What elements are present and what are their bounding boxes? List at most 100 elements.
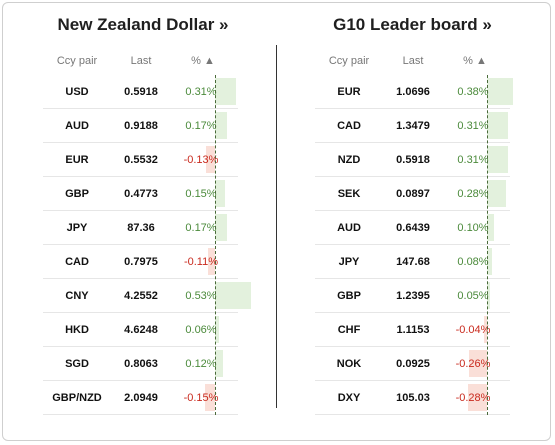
change-bar-negative <box>484 316 487 343</box>
percent-change-cell: -0.11% <box>183 256 219 268</box>
currency-pair-cell[interactable]: HKD <box>65 324 89 336</box>
table-row[interactable]: GBP 0.4773 0.15% <box>43 177 238 211</box>
table-row[interactable]: SEK 0.0897 0.28% <box>315 177 510 211</box>
last-price-cell: 1.2395 <box>396 290 430 302</box>
percent-change-cell: 0.38% <box>457 86 489 98</box>
change-bar-positive <box>487 214 494 241</box>
panel-divider <box>276 45 277 408</box>
percent-change-cell: -0.26% <box>455 358 491 370</box>
last-price-cell: 0.8063 <box>124 358 158 370</box>
column-header-last: Last <box>130 55 152 67</box>
table-row[interactable]: SGD 0.8063 0.12% <box>43 347 238 381</box>
currency-pair-cell[interactable]: GBP/NZD <box>52 392 102 404</box>
last-price-cell: 87.36 <box>127 222 155 234</box>
change-bar-positive <box>487 180 507 207</box>
table-row[interactable]: EUR 1.0696 0.38% <box>315 75 513 109</box>
table-row[interactable]: CAD 0.7975 -0.11% <box>43 245 238 279</box>
last-price-cell: 0.0925 <box>396 358 430 370</box>
change-bar-positive <box>487 112 509 139</box>
table-row[interactable]: AUD 0.9188 0.17% <box>43 109 238 143</box>
last-price-cell: 0.6439 <box>396 222 430 234</box>
currency-pair-cell[interactable]: NOK <box>336 358 362 370</box>
table-row[interactable]: JPY 147.68 0.08% <box>315 245 510 279</box>
table-row[interactable]: GBP/NZD 2.0949 -0.15% <box>43 381 238 415</box>
currency-pair-cell[interactable]: NZD <box>337 154 361 166</box>
g10-panel-title[interactable]: G10 Leader board » <box>333 15 492 34</box>
table-row[interactable]: CHF 1.1153 -0.04% <box>315 313 510 347</box>
percent-change-cell: 0.05% <box>457 290 489 302</box>
widget-card: New Zealand Dollar » Ccy pair Last % ▲ U… <box>2 2 551 441</box>
percent-change-cell: -0.13% <box>183 154 219 166</box>
change-bar-negative <box>206 146 215 173</box>
change-bar-positive <box>487 282 491 309</box>
change-bar-positive <box>215 78 237 105</box>
table-row[interactable]: USD 0.5918 0.31% <box>43 75 238 109</box>
column-header-last: Last <box>402 55 424 67</box>
currency-pair-cell[interactable]: AUD <box>65 120 89 132</box>
change-bar-positive <box>215 316 220 343</box>
zero-baseline <box>215 75 216 415</box>
last-price-cell: 0.4773 <box>124 188 158 200</box>
column-header-ccy-pair: Ccy pair <box>328 55 370 67</box>
last-price-cell: 0.9188 <box>124 120 158 132</box>
nzd-table-body: USD 0.5918 0.31% AUD 0.9188 0.17% EUR 0.5532 -0.… <box>43 75 252 415</box>
percent-change-cell: 0.17% <box>185 120 217 132</box>
table-row[interactable]: HKD 4.6248 0.06% <box>43 313 238 347</box>
change-bar-positive <box>215 112 227 139</box>
table-row[interactable]: GBP 1.2395 0.05% <box>315 279 510 313</box>
currency-pair-cell[interactable]: JPY <box>66 222 88 234</box>
last-price-cell: 1.0696 <box>396 86 430 98</box>
currency-pair-cell[interactable]: AUD <box>337 222 361 234</box>
nzd-panel-title[interactable]: New Zealand Dollar » <box>57 15 229 34</box>
table-row[interactable]: AUD 0.6439 0.10% <box>315 211 510 245</box>
currency-pair-cell[interactable]: CNY <box>65 290 89 302</box>
change-bar-positive <box>215 282 252 309</box>
column-header-percent-sort[interactable]: % ▲ <box>463 55 487 67</box>
last-price-cell: 0.0897 <box>396 188 430 200</box>
percent-change-cell: 0.12% <box>185 358 217 370</box>
change-bar-positive <box>487 248 493 275</box>
change-bar-negative <box>204 384 215 411</box>
column-header-percent-sort[interactable]: % ▲ <box>191 55 215 67</box>
g10-table-header: Ccy pair Last % ▲ <box>315 49 510 75</box>
percent-change-cell: -0.15% <box>183 392 219 404</box>
last-price-cell: 0.5918 <box>124 86 158 98</box>
currency-pair-cell[interactable]: GBP <box>337 290 361 302</box>
percent-change-cell: 0.08% <box>457 256 489 268</box>
last-price-cell: 4.6248 <box>124 324 158 336</box>
currency-pair-cell[interactable]: USD <box>65 86 89 98</box>
nzd-table-header: Ccy pair Last % ▲ <box>43 49 238 75</box>
currency-pair-cell[interactable]: CHF <box>337 324 361 336</box>
table-row[interactable]: CNY 4.2552 0.53% <box>43 279 252 313</box>
percent-change-cell: 0.31% <box>457 120 489 132</box>
table-row[interactable]: DXY 105.03 -0.28% <box>315 381 510 415</box>
currency-pair-cell[interactable]: SEK <box>337 188 361 200</box>
table-row[interactable]: JPY 87.36 0.17% <box>43 211 238 245</box>
currency-pair-cell[interactable]: EUR <box>65 154 89 166</box>
table-row[interactable]: NZD 0.5918 0.31% <box>315 143 510 177</box>
percent-change-cell: 0.31% <box>457 154 489 166</box>
percent-change-cell: 0.06% <box>185 324 217 336</box>
currency-pair-cell[interactable]: EUR <box>337 86 361 98</box>
change-bar-negative <box>467 384 487 411</box>
table-row[interactable]: EUR 0.5532 -0.13% <box>43 143 238 177</box>
percent-change-cell: 0.15% <box>185 188 217 200</box>
currency-pair-cell[interactable]: JPY <box>338 256 360 268</box>
currency-pair-cell[interactable]: SGD <box>65 358 89 370</box>
g10-panel: G10 Leader board » Ccy pair Last % ▲ EUR… <box>315 13 513 415</box>
currency-pair-cell[interactable]: CAD <box>65 256 89 268</box>
zero-baseline <box>487 75 488 415</box>
table-row[interactable]: NOK 0.0925 -0.26% <box>315 347 510 381</box>
last-price-cell: 105.03 <box>396 392 430 404</box>
currency-pair-cell[interactable]: CAD <box>337 120 361 132</box>
last-price-cell: 2.0949 <box>124 392 158 404</box>
currency-pair-cell[interactable]: DXY <box>337 392 361 404</box>
last-price-cell: 4.2552 <box>124 290 158 302</box>
currency-pair-cell[interactable]: GBP <box>65 188 89 200</box>
last-price-cell: 0.7975 <box>124 256 158 268</box>
change-bar-positive <box>215 350 224 377</box>
change-bar-positive <box>487 78 513 105</box>
table-row[interactable]: CAD 1.3479 0.31% <box>315 109 510 143</box>
change-bar-positive <box>487 146 509 173</box>
percent-change-cell: 0.10% <box>457 222 489 234</box>
